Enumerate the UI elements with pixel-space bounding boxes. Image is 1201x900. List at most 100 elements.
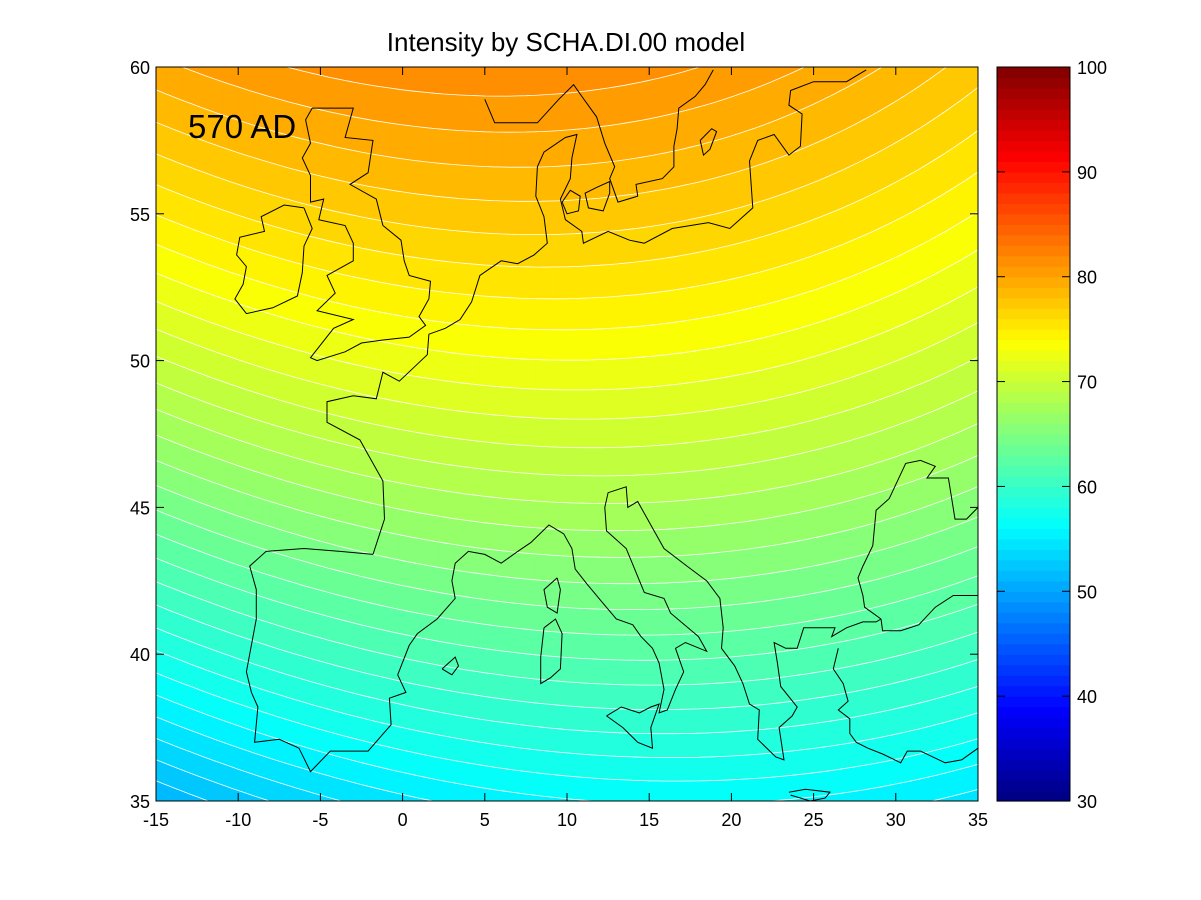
colorbar-segment bbox=[997, 402, 1070, 414]
chart-title: Intensity by SCHA.DI.00 model bbox=[387, 27, 745, 57]
colorbar-segment bbox=[997, 706, 1070, 718]
colorbar-segment bbox=[997, 119, 1070, 131]
colorbar-segment bbox=[997, 287, 1070, 299]
contour-line bbox=[182, 67, 805, 133]
colorbar-segment bbox=[997, 140, 1070, 152]
colorbar-segment bbox=[997, 769, 1070, 781]
colorbar-segment bbox=[997, 381, 1070, 393]
contour-line bbox=[156, 322, 978, 420]
y-axis: 35 40 45 50 55 60 bbox=[130, 58, 978, 812]
contour-line bbox=[156, 716, 978, 801]
colorbar-segment bbox=[997, 192, 1070, 204]
coastline bbox=[245, 486, 882, 773]
colorbar-segment bbox=[997, 161, 1070, 173]
colorbar-segment bbox=[997, 727, 1070, 739]
colorbar-segment bbox=[997, 182, 1070, 194]
colorbar-segment bbox=[997, 465, 1070, 477]
colorbar-segment bbox=[997, 696, 1070, 708]
coastline bbox=[484, 69, 714, 203]
colorbar-segment bbox=[997, 496, 1070, 508]
contour-line bbox=[156, 408, 978, 504]
x-tick-label: 25 bbox=[804, 810, 824, 830]
colorbar bbox=[997, 67, 1070, 802]
y-tick-label: 45 bbox=[130, 498, 150, 518]
colorbar-segment bbox=[997, 780, 1070, 792]
contour-line bbox=[156, 627, 978, 735]
contour-line bbox=[156, 382, 978, 477]
colorbar-segment bbox=[997, 297, 1070, 309]
contour-line bbox=[156, 355, 978, 449]
colorbar-segment bbox=[997, 413, 1070, 425]
contour-line bbox=[156, 171, 978, 300]
contour-lines bbox=[156, 67, 978, 801]
colorbar-segment bbox=[997, 392, 1070, 404]
colorbar-segment bbox=[997, 475, 1070, 488]
colorbar-segment bbox=[997, 549, 1070, 561]
colorbar-segment bbox=[997, 360, 1070, 372]
colorbar-segment bbox=[997, 87, 1070, 100]
colorbar-tick-label: 50 bbox=[1077, 582, 1097, 602]
colorbar-segment bbox=[997, 664, 1070, 676]
colorbar-segment bbox=[997, 245, 1070, 257]
y-tick-label: 60 bbox=[130, 58, 150, 78]
colorbar-segment bbox=[997, 444, 1070, 456]
colorbar-tick-label: 40 bbox=[1077, 687, 1097, 707]
colorbar-tick-label: 30 bbox=[1077, 792, 1097, 812]
coastline bbox=[584, 180, 611, 212]
y-tick-label: 50 bbox=[130, 352, 150, 372]
x-tick-label: -5 bbox=[312, 810, 328, 830]
coastline bbox=[880, 595, 978, 632]
colorbar-axis: 30 40 50 60 70 80 90 100 bbox=[997, 58, 1107, 812]
coastline bbox=[832, 648, 978, 764]
colorbar-segment bbox=[997, 580, 1070, 592]
contour-line bbox=[156, 509, 978, 610]
coastline bbox=[234, 204, 313, 315]
colorbar-segment bbox=[997, 67, 1070, 79]
colorbar-segment bbox=[997, 98, 1070, 110]
colorbar-segment bbox=[997, 528, 1070, 540]
contour-line bbox=[156, 460, 978, 558]
contour-line bbox=[156, 672, 978, 782]
coastlines bbox=[234, 69, 978, 801]
x-tick-label: 30 bbox=[886, 810, 906, 830]
colorbar-segment bbox=[997, 570, 1070, 582]
colorbar-segment bbox=[997, 108, 1070, 121]
colorbar-tick-label: 90 bbox=[1077, 163, 1097, 183]
x-tick-label: -10 bbox=[225, 810, 251, 830]
coastline bbox=[606, 703, 660, 749]
colorbar-segment bbox=[997, 371, 1070, 383]
colorbar-segment bbox=[997, 643, 1070, 655]
contour-line bbox=[156, 581, 978, 686]
contour-line bbox=[156, 130, 978, 268]
x-tick-label: -15 bbox=[143, 810, 169, 830]
colorbar-segment bbox=[997, 748, 1070, 760]
colorbar-segment bbox=[997, 759, 1070, 771]
colorbar-segment bbox=[997, 601, 1070, 613]
contour-line bbox=[156, 694, 978, 801]
contour-line bbox=[156, 211, 978, 331]
colorbar-tick-label: 60 bbox=[1077, 477, 1097, 497]
colorbar-segment bbox=[997, 150, 1070, 162]
colorbar-segment bbox=[997, 266, 1070, 278]
colorbar-segment bbox=[997, 213, 1070, 225]
coastline bbox=[441, 656, 460, 676]
colorbar-tick-label: 100 bbox=[1077, 58, 1107, 78]
x-tick-label: 10 bbox=[557, 810, 577, 830]
colorbar-segment bbox=[997, 423, 1070, 435]
colorbar-segment bbox=[997, 329, 1070, 341]
colorbar-tick-label: 80 bbox=[1077, 268, 1097, 288]
colorbar-segment bbox=[997, 738, 1070, 750]
contour-line bbox=[156, 434, 978, 532]
colorbar-tick-label: 70 bbox=[1077, 373, 1097, 393]
coastline bbox=[540, 618, 563, 685]
colorbar-segment bbox=[997, 454, 1070, 467]
colorbar-segment bbox=[997, 203, 1070, 215]
contour-line bbox=[156, 249, 978, 361]
colorbar-segment bbox=[997, 171, 1070, 183]
colorbar-segment bbox=[997, 717, 1070, 729]
x-tick-label: 5 bbox=[480, 810, 490, 830]
colorbar-segment bbox=[997, 129, 1070, 141]
colorbar-segment bbox=[997, 559, 1070, 571]
colorbar-segment bbox=[997, 486, 1070, 498]
